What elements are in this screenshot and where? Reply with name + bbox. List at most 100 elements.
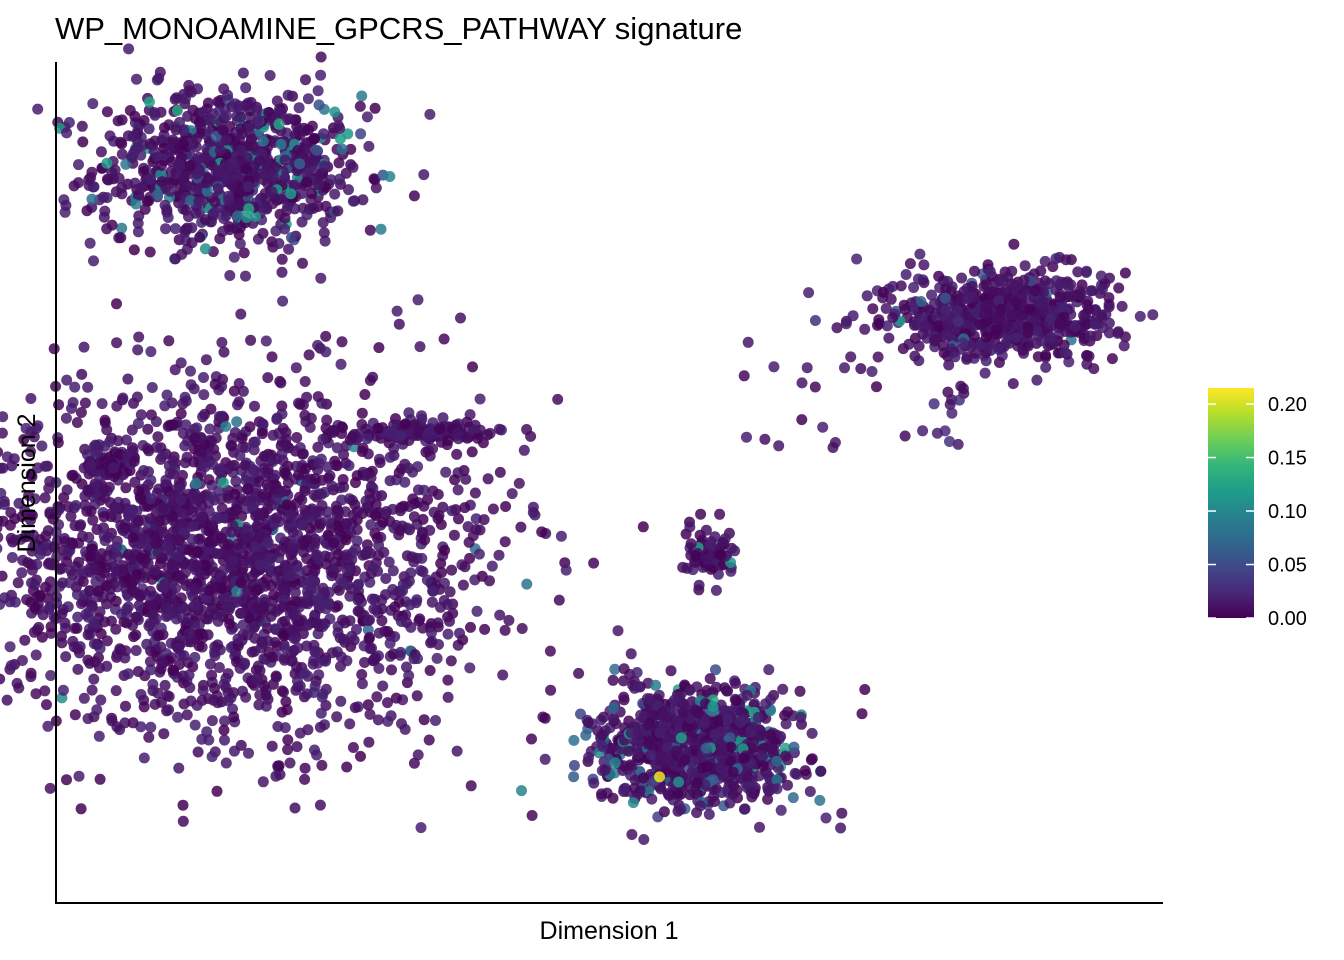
data-point [881, 320, 893, 332]
data-point [45, 621, 57, 633]
data-point [257, 638, 269, 650]
data-point [83, 531, 95, 543]
data-point [580, 729, 592, 741]
data-point [390, 692, 402, 704]
data-point [152, 431, 164, 443]
data-point [251, 105, 263, 117]
data-point [257, 776, 269, 788]
data-point [135, 493, 147, 505]
data-point [1045, 331, 1057, 343]
data-point [249, 632, 261, 644]
data-point [315, 707, 327, 719]
data-point [412, 461, 424, 473]
data-point [290, 578, 302, 590]
data-point [90, 576, 102, 588]
data-point [143, 123, 155, 135]
data-point [266, 740, 278, 752]
data-point [117, 564, 129, 576]
data-point [299, 762, 311, 774]
data-point [77, 576, 89, 587]
data-point [157, 450, 169, 462]
data-point [265, 552, 277, 564]
data-point [419, 534, 431, 546]
data-point [365, 519, 377, 531]
data-point [1095, 270, 1107, 282]
data-point [204, 423, 216, 435]
data-point [369, 509, 381, 520]
data-point [177, 573, 189, 585]
data-point [285, 510, 297, 522]
data-point [349, 702, 361, 714]
data-point [34, 589, 46, 601]
data-point [377, 516, 389, 528]
data-point [292, 642, 304, 654]
data-point [26, 471, 38, 483]
data-point [257, 227, 269, 239]
data-point [235, 111, 247, 123]
data-point [163, 335, 175, 347]
data-point [222, 89, 234, 101]
data-point [88, 255, 99, 267]
data-point [163, 704, 175, 716]
data-point [53, 504, 65, 516]
data-point [446, 564, 458, 576]
data-point [131, 611, 143, 623]
data-point [292, 529, 304, 541]
data-point [260, 335, 272, 347]
data-point [405, 567, 417, 579]
data-point [1096, 311, 1108, 323]
data-point [840, 318, 852, 330]
data-point [315, 169, 327, 181]
data-point [205, 403, 217, 415]
data-point [162, 540, 174, 552]
data-point [984, 265, 996, 277]
data-point [203, 585, 215, 596]
data-point [482, 473, 494, 485]
data-point [421, 430, 433, 442]
data-point [243, 747, 254, 759]
data-point [0, 515, 4, 526]
data-point [235, 739, 247, 751]
data-point [374, 457, 386, 469]
data-point [212, 96, 224, 108]
data-point [67, 635, 79, 647]
data-point [426, 596, 438, 608]
data-point [153, 629, 165, 641]
data-point [266, 351, 278, 363]
data-point [36, 440, 48, 452]
data-point [1081, 350, 1093, 361]
data-point [189, 583, 201, 595]
data-point [214, 233, 226, 245]
data-point [705, 539, 717, 551]
data-point [91, 704, 103, 716]
data-point [609, 663, 621, 675]
data-point [605, 742, 617, 754]
data-point [323, 597, 335, 609]
data-point [95, 628, 107, 640]
data-point [192, 546, 203, 557]
data-point [440, 466, 452, 478]
data-point [169, 253, 181, 265]
data-point [0, 532, 4, 543]
data-point [145, 346, 157, 358]
data-point [608, 713, 620, 725]
data-point [239, 459, 251, 471]
data-point [411, 690, 423, 702]
data-point [25, 671, 37, 683]
data-point [343, 184, 354, 196]
data-point [380, 506, 392, 517]
data-point [317, 688, 329, 700]
data-point [357, 442, 369, 454]
data-point [153, 483, 165, 495]
data-point [334, 122, 346, 134]
data-point [98, 522, 109, 534]
data-point [120, 700, 131, 712]
data-point [412, 294, 424, 306]
data-point [568, 734, 580, 746]
data-point [281, 499, 293, 511]
data-point [235, 577, 247, 589]
data-point [39, 492, 51, 504]
data-point [145, 664, 157, 676]
data-point [425, 637, 437, 649]
data-point [189, 719, 201, 731]
